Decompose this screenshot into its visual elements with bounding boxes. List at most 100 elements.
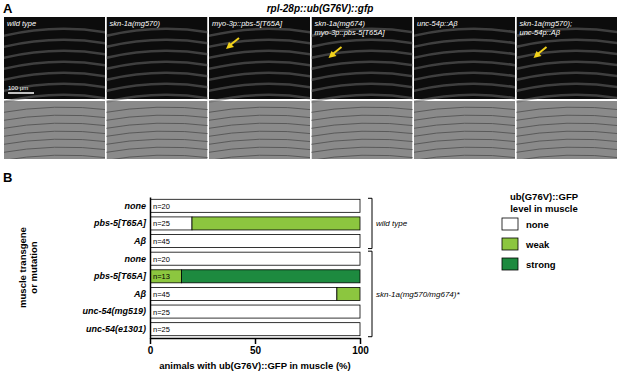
category-label: unc-54(e1301) [86, 324, 146, 334]
muscle-stripe [414, 29, 515, 37]
dic-stripe [4, 123, 105, 129]
dic-stripe [517, 147, 617, 153]
bar-segment [360, 305, 361, 318]
n-label: n=20 [153, 202, 170, 211]
muscle-stripe [517, 29, 617, 37]
muscle-stripe [107, 95, 208, 103]
dic-stripe [107, 107, 208, 113]
category-label: none [125, 201, 147, 211]
figure: ABrpl-28p::ub(G76V)::gfpwild type100 μms… [0, 0, 617, 377]
muscle-stripe [4, 62, 105, 70]
bar-segment [150, 270, 182, 283]
muscle-stripe [517, 73, 617, 81]
dic-stripe [209, 123, 310, 129]
dic-stripe [4, 131, 105, 137]
category-label: none [125, 254, 147, 264]
micrograph: unc-54p::Aβ [409, 17, 520, 161]
muscle-stripe [209, 73, 310, 81]
tick-label: 50 [250, 345, 262, 356]
legend-label: none [526, 219, 549, 230]
bar-segment [360, 217, 361, 230]
bar-segment [150, 305, 360, 318]
dic-stripe [414, 155, 515, 159]
muscle-stripe [414, 95, 515, 103]
bar-segment [360, 323, 361, 336]
dic-stripe [4, 107, 105, 113]
muscle-stripe [209, 29, 310, 37]
tick: none [125, 201, 147, 211]
muscle-stripe [4, 40, 105, 48]
y-axis-title: muscle transgeneor mutation [17, 227, 39, 308]
n-label: n=13 [153, 272, 170, 281]
muscle-stripe [517, 84, 617, 92]
micrograph: skn-1a(mg570) [102, 17, 213, 161]
muscle-stripe [4, 29, 105, 37]
tick-mark [150, 338, 152, 344]
muscle-stripe [312, 73, 413, 81]
tick: 50 [250, 338, 262, 356]
bar-segment [150, 217, 192, 230]
bar-segment [337, 287, 360, 300]
tick: Aβ [133, 236, 146, 246]
bar-segment [360, 252, 361, 265]
tick: unc-54(e1301) [86, 324, 146, 334]
bar-segment [150, 235, 360, 248]
muscle-stripe [107, 51, 208, 59]
dic-stripe [312, 139, 413, 145]
muscle-stripe [209, 62, 310, 70]
bar-segment [182, 270, 361, 283]
muscle-stripe [517, 62, 617, 70]
dic-stripe [517, 139, 617, 145]
muscle-stripe [312, 29, 413, 37]
dic-stripe [4, 115, 105, 121]
axis-line [150, 198, 152, 339]
panel-title: rpl-28p::ub(G76V)::gfp [267, 3, 374, 14]
muscle-stripe [4, 51, 105, 59]
tick: 0 [148, 338, 154, 356]
dic-stripe [312, 155, 413, 159]
bar-segment [192, 217, 360, 230]
dic-stripe [4, 147, 105, 153]
image-label: unc-54p::Aβ [417, 19, 458, 28]
dic-stripe [107, 115, 208, 121]
scale-bar-label: 100 μm [8, 85, 28, 91]
dic-stripe [414, 115, 515, 121]
image-label: myo-3p::pbs-5[T65A] [212, 19, 283, 28]
muscle-stripe [414, 84, 515, 92]
dic-stripe [517, 107, 617, 113]
n-label: n=45 [153, 290, 170, 299]
muscle-stripe [107, 40, 208, 48]
arrow-head [329, 51, 337, 58]
category-label: Aβ [133, 236, 146, 246]
muscle-stripe [312, 40, 413, 48]
micrograph: skn-1a(mg570);unc-54p::Aβ [512, 17, 617, 161]
muscle-stripe [312, 95, 413, 103]
bar-segment [360, 305, 361, 318]
dic-stripe [4, 139, 105, 145]
dic-stripe [414, 107, 515, 113]
y-axis: nonepbs-5[T65A]Aβnonepbs-5[T65A]Aβunc-54… [82, 198, 150, 339]
panel-letter: B [3, 170, 12, 185]
n-label: n=25 [153, 325, 170, 334]
bars [150, 199, 360, 335]
dic-stripe [414, 147, 515, 153]
y-axis-title-line: or mutation [28, 241, 39, 293]
panel-letter: A [3, 1, 13, 16]
dic-stripe [517, 115, 617, 121]
figure-svg: ABrpl-28p::ub(G76V)::gfpwild type100 μms… [0, 0, 617, 377]
group-bracket [368, 251, 372, 337]
bar-segment [360, 252, 361, 265]
micrograph: wild type100 μm [0, 17, 110, 161]
bar-segment [150, 199, 360, 212]
legend-swatch [502, 238, 518, 250]
muscle-stripe [312, 51, 413, 59]
dic-stripe [517, 131, 617, 137]
legend-swatch [502, 218, 518, 230]
legend-item: strong [502, 258, 556, 270]
legend-title: level in muscle [510, 203, 578, 214]
x-axis-title: animals with ub(G76V)::GFP in muscle (%) [159, 360, 350, 371]
image-label: skn-1a(mg570); [520, 19, 573, 28]
muscle-stripe [312, 62, 413, 70]
legend-swatch [502, 258, 518, 270]
tick: pbs-5[T65A] [93, 271, 147, 281]
